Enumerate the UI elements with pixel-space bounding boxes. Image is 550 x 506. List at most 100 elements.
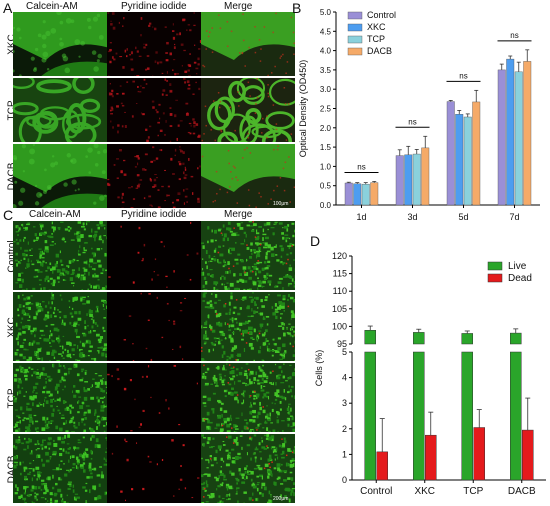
micrograph-tile (13, 78, 107, 142)
bar-live (364, 351, 376, 481)
micrograph-tile (201, 434, 295, 503)
panel-a-col-pi: Pyridine iodide (121, 1, 187, 12)
x-tick-label: 3d (407, 212, 417, 222)
micrograph-tile (13, 434, 107, 503)
micrograph-tile (201, 221, 295, 290)
micrograph-tile (13, 144, 107, 208)
y-tick-label: 1.5 (320, 143, 332, 152)
bar-control (344, 182, 353, 206)
significance-label: ns (357, 162, 365, 171)
scale-bar-label: 200μm (273, 496, 289, 502)
bar-tcp (361, 183, 370, 206)
micrograph-tile (107, 221, 201, 290)
y-tick-label: 5.0 (320, 8, 332, 17)
bar-live (364, 330, 376, 345)
y-tick-label: 100 (332, 321, 347, 331)
legend-label-tcp: TCP (367, 34, 385, 44)
y-tick-label: 1 (342, 449, 347, 459)
panel-a-col-merge: Merge (224, 1, 253, 12)
bar-live (510, 351, 522, 481)
panel-b-letter: B (292, 0, 302, 16)
x-tick-label: TCP (463, 486, 483, 497)
y-tick-label: 4.0 (320, 47, 332, 56)
y-tick-label: 4.5 (320, 27, 332, 36)
bar-dacb (472, 101, 481, 206)
bar-xkc (506, 58, 515, 206)
bar-dacb (370, 182, 379, 206)
bar-control (446, 101, 455, 206)
legend-swatch-live (487, 261, 503, 271)
micrograph-tile (107, 78, 201, 142)
micrograph-tile (201, 363, 295, 432)
legend-swatch-dacb (347, 47, 363, 56)
y-tick-label: 0.0 (320, 201, 332, 210)
bar-tcp (463, 116, 472, 206)
y-tick-label: 110 (333, 286, 347, 296)
panel-d-chart: 95 100 105 110 115 120 0 1 2 3 4 5 Cells (%) Control X… (314, 251, 546, 497)
micrograph-tile (107, 292, 201, 361)
y-tick-label: 2.5 (320, 105, 332, 114)
y-tick-label: 95 (337, 339, 347, 349)
significance-label: ns (459, 71, 467, 80)
y-tick-label: 3.0 (320, 85, 332, 94)
y-tick-label: 2.0 (320, 124, 332, 133)
micrograph-tile (107, 12, 201, 76)
y-axis-label: Cells (%) (314, 350, 324, 387)
x-tick-label: 5d (458, 212, 468, 222)
x-tick-label: 1d (356, 212, 366, 222)
bar-xkc (455, 114, 464, 206)
panel-a-col-calcein: Calcein-AM (26, 1, 78, 12)
y-tick-label: 1.0 (320, 162, 332, 171)
bar-dead (376, 451, 388, 481)
bar-dacb (523, 61, 532, 206)
bar-dacb (421, 147, 430, 206)
bar-live (461, 333, 473, 345)
legend-label-dacb: DACB (367, 46, 392, 56)
legend-label-control: Control (367, 10, 396, 20)
significance-label: ns (408, 117, 416, 126)
y-tick-label: 105 (332, 304, 347, 314)
micrograph-tile (13, 292, 107, 361)
bar-live (413, 332, 425, 345)
y-tick-label: 3.5 (320, 66, 332, 75)
bar-control (395, 155, 404, 206)
y-tick-label: 115 (333, 269, 347, 279)
bar-tcp (412, 153, 421, 206)
panel-a-letter: A (3, 0, 13, 16)
bar-dead (473, 427, 485, 481)
micrograph-tile (13, 12, 107, 76)
micrograph-tile (13, 221, 107, 290)
bar-control (497, 69, 506, 206)
panel-c-col-merge: Merge (224, 209, 253, 220)
legend-swatch-tcp (347, 35, 363, 44)
bar-live (413, 351, 425, 481)
legend-swatch-xkc (347, 23, 363, 32)
bar-live (461, 351, 473, 481)
legend-label-xkc: XKC (367, 22, 386, 32)
y-tick-label: 4 (342, 373, 347, 383)
legend-label-dead: Dead (508, 273, 532, 284)
micrograph-tile (201, 144, 295, 208)
micrograph-tile (13, 363, 107, 432)
legend-swatch-control (347, 11, 363, 20)
micrograph-tile (201, 292, 295, 361)
scale-bar-label: 100μm (273, 201, 289, 207)
bar-live (510, 332, 522, 345)
y-tick-label: 120 (332, 251, 347, 261)
micrograph-tile (107, 434, 201, 503)
micrograph-tile (201, 12, 295, 76)
legend-label-live: Live (508, 261, 527, 272)
x-tick-label: XKC (414, 486, 435, 497)
bar-xkc (404, 154, 413, 206)
y-axis-label: Optical Density (OD450) (298, 60, 308, 158)
y-tick-label: 3 (342, 398, 347, 408)
bar-xkc (353, 183, 362, 206)
x-tick-label: DACB (508, 486, 536, 497)
micrograph-tile (107, 144, 201, 208)
panel-c-col-calcein: Calcein-AM (29, 209, 81, 220)
y-tick-label: 0 (342, 475, 347, 485)
bar-dead (522, 429, 534, 481)
panel-d-letter: D (310, 233, 321, 249)
bar-dead (425, 434, 437, 481)
micrograph-tile (201, 78, 295, 142)
